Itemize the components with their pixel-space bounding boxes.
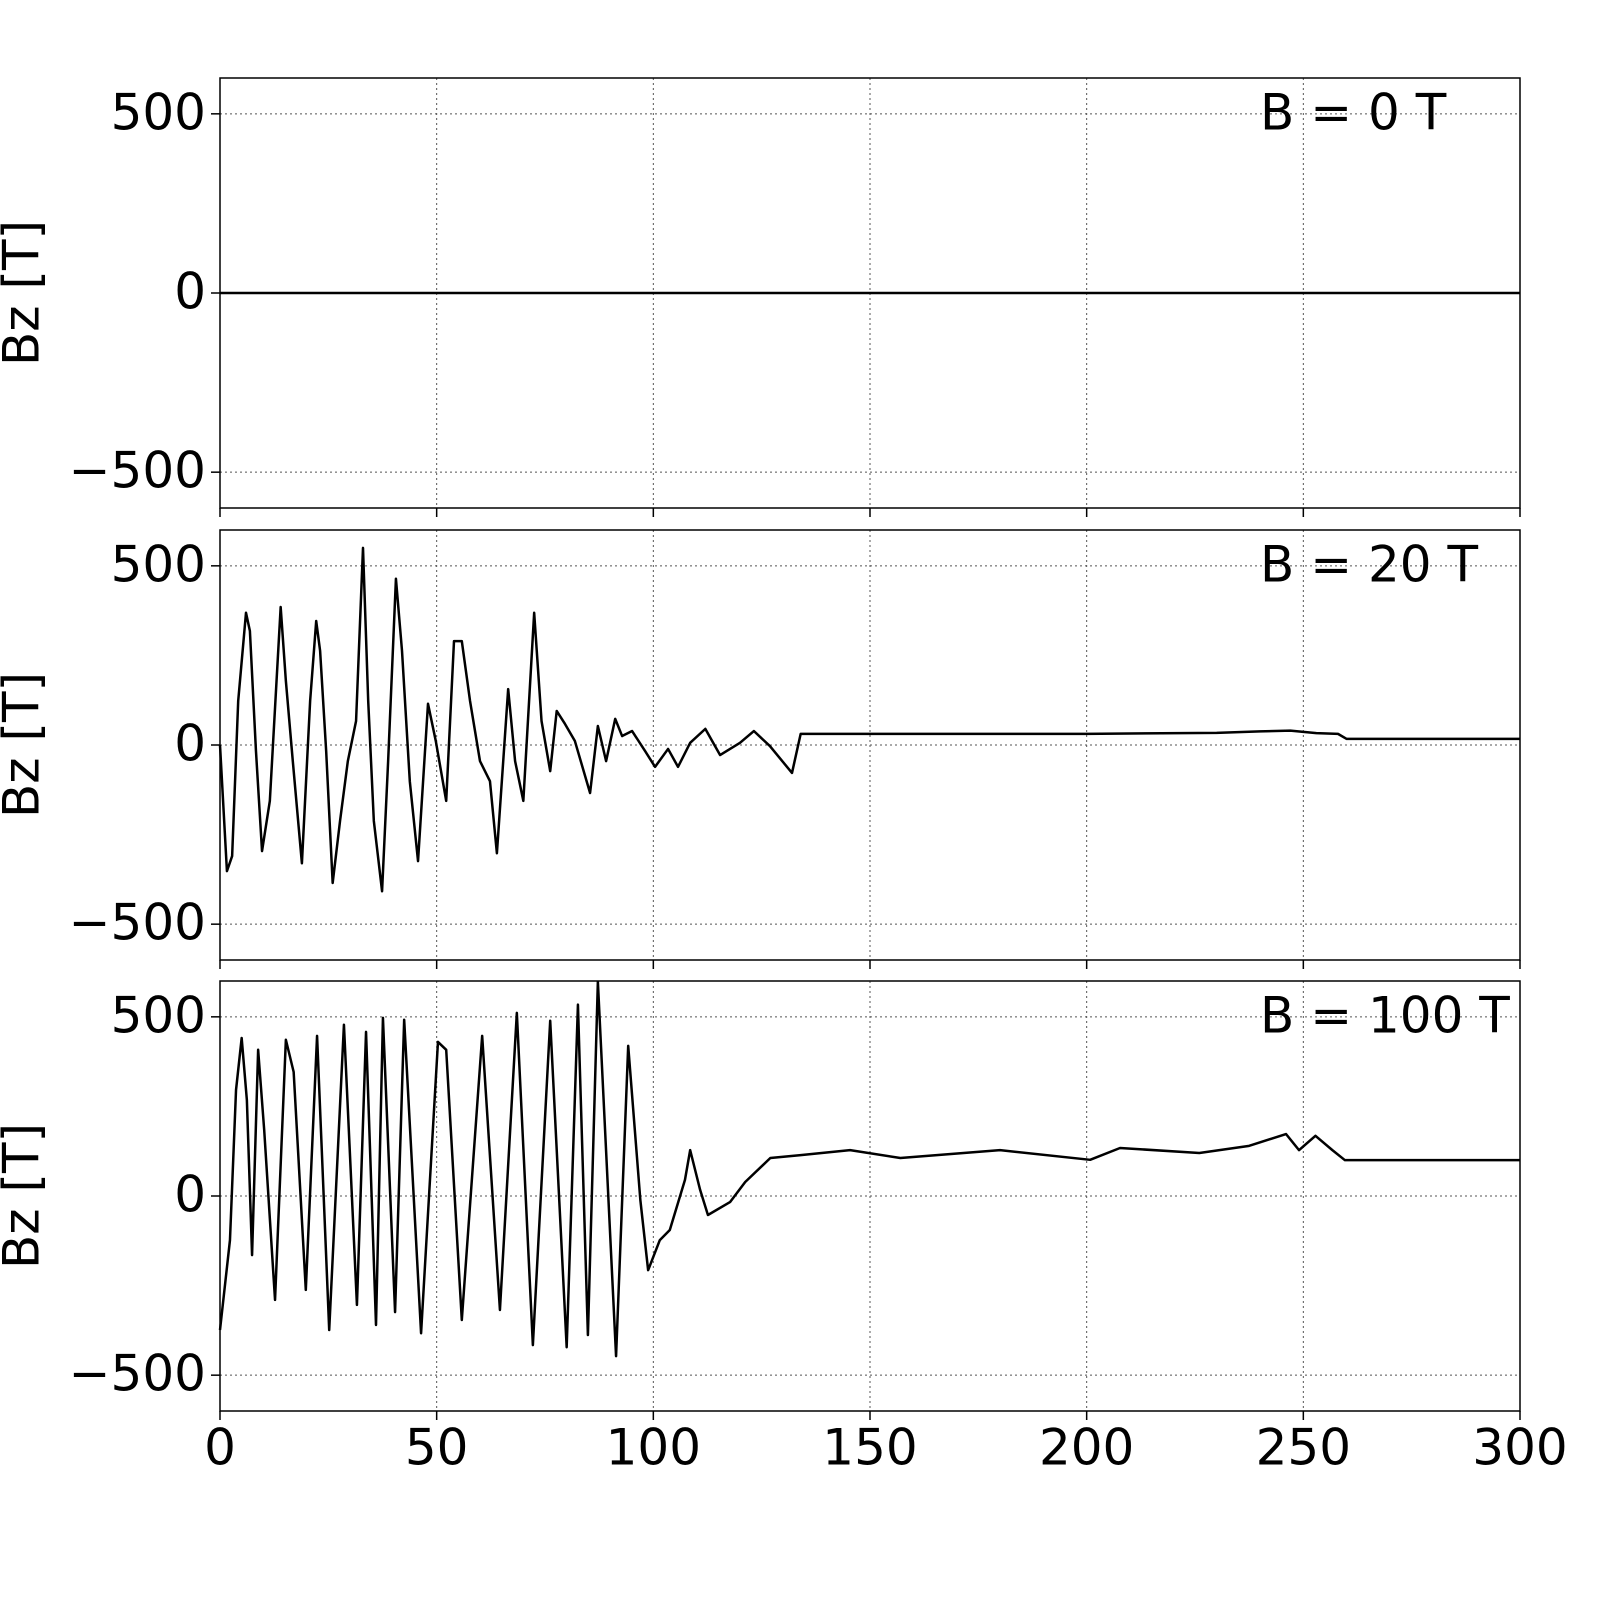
axes-frame (219, 980, 1521, 1412)
x-tick-label: 200 (1039, 1419, 1134, 1477)
x-tick-label: 50 (405, 1419, 469, 1477)
y-tick-label: 500 (111, 83, 206, 141)
x-tick-label: 100 (606, 1419, 701, 1477)
annotation: B = 100 T (1260, 987, 1510, 1045)
y-tick-label: −500 (69, 442, 206, 500)
x-tick-label: 0 (204, 1419, 236, 1477)
y-tick-label: 0 (174, 1166, 206, 1224)
x-tick-label: 250 (1256, 1419, 1351, 1477)
x-tick-label: 150 (822, 1419, 917, 1477)
y-tick-label: 0 (174, 715, 206, 773)
y-axis-label: Bz [T] (0, 220, 51, 366)
y-tick-label: −500 (69, 1345, 206, 1403)
y-tick-label: −500 (69, 894, 206, 952)
axes-frame (219, 77, 1521, 509)
y-tick-label: 500 (111, 986, 206, 1044)
data-line (218, 546, 1520, 893)
y-tick-label: 0 (174, 263, 206, 321)
y-axis-label: Bz [T] (0, 672, 51, 818)
annotation: B = 20 T (1260, 536, 1479, 594)
axes-frame (219, 529, 1521, 961)
annotation: B = 0 T (1260, 84, 1447, 142)
x-tick-label: 300 (1472, 1419, 1567, 1477)
y-axis-label: Bz [T] (0, 1123, 51, 1269)
y-tick-label: 500 (111, 535, 206, 593)
data-line (218, 980, 1520, 1358)
